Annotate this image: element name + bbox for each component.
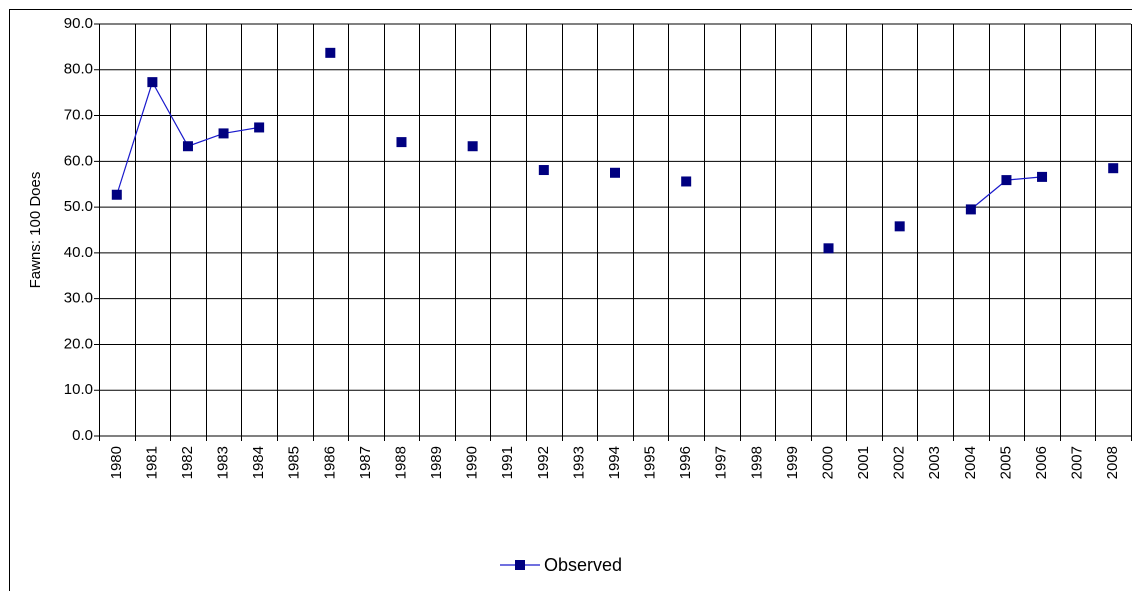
marker: [1108, 163, 1119, 174]
y-tick-label: 90.0: [64, 15, 93, 32]
x-tick-label: 1991: [499, 446, 516, 479]
marker: [111, 189, 122, 200]
x-tick-label: 1990: [464, 446, 481, 479]
x-tick-label: 1983: [215, 446, 232, 479]
y-tick-label: 60.0: [64, 152, 93, 169]
x-tick-label: 2008: [1104, 446, 1121, 479]
x-tick-label: 1989: [428, 446, 445, 479]
marker: [325, 47, 336, 58]
x-tick-label: 2005: [997, 446, 1014, 479]
marker: [182, 141, 193, 152]
y-tick-label: 30.0: [64, 290, 93, 307]
marker: [1037, 171, 1048, 182]
marker: [965, 204, 976, 215]
x-tick-label: 1982: [179, 446, 196, 479]
x-tick-label: 2001: [855, 446, 872, 479]
y-tick-label: 40.0: [64, 244, 93, 261]
x-tick-label: 1996: [677, 446, 694, 479]
x-tick-label: 1999: [784, 446, 801, 479]
marker: [147, 77, 158, 88]
y-tick-label: 80.0: [64, 61, 93, 78]
x-tick-label: 1993: [570, 446, 587, 479]
marker: [1001, 175, 1012, 186]
x-tick-label: 1994: [606, 446, 623, 479]
x-tick-label: 2003: [926, 446, 943, 479]
x-tick-label: 1986: [321, 446, 338, 479]
x-tick-label: 1985: [286, 446, 303, 479]
legend-marker: [515, 560, 525, 570]
x-tick-label: 2004: [962, 446, 979, 479]
x-tick-label: 1981: [143, 446, 160, 479]
y-axis-label: Fawns: 100 Does: [27, 172, 44, 289]
marker: [467, 141, 478, 152]
x-tick-label: 1988: [392, 446, 409, 479]
y-tick-label: 0.0: [72, 427, 93, 444]
x-tick-label: 2007: [1069, 446, 1086, 479]
y-tick-label: 20.0: [64, 335, 93, 352]
x-tick-label: 1997: [713, 446, 730, 479]
x-tick-label: 1998: [748, 446, 765, 479]
marker: [396, 137, 407, 148]
x-tick-label: 1992: [535, 446, 552, 479]
x-tick-label: 1980: [108, 446, 125, 479]
y-tick-label: 70.0: [64, 107, 93, 124]
marker: [538, 165, 549, 176]
x-tick-label: 2000: [819, 446, 836, 479]
marker: [254, 122, 265, 133]
x-tick-label: 1987: [357, 446, 374, 479]
chart-border: [9, 9, 1132, 591]
x-tick-label: 2006: [1033, 446, 1050, 479]
x-tick-label: 2002: [891, 446, 908, 479]
y-tick-label: 10.0: [64, 381, 93, 398]
x-tick-label: 1984: [250, 446, 267, 479]
marker: [218, 128, 229, 139]
marker: [681, 176, 692, 187]
legend-label: Observed: [544, 555, 622, 575]
marker: [823, 243, 834, 254]
marker: [894, 221, 905, 232]
y-tick-label: 50.0: [64, 198, 93, 215]
marker: [610, 167, 620, 178]
x-tick-label: 1995: [642, 446, 659, 479]
